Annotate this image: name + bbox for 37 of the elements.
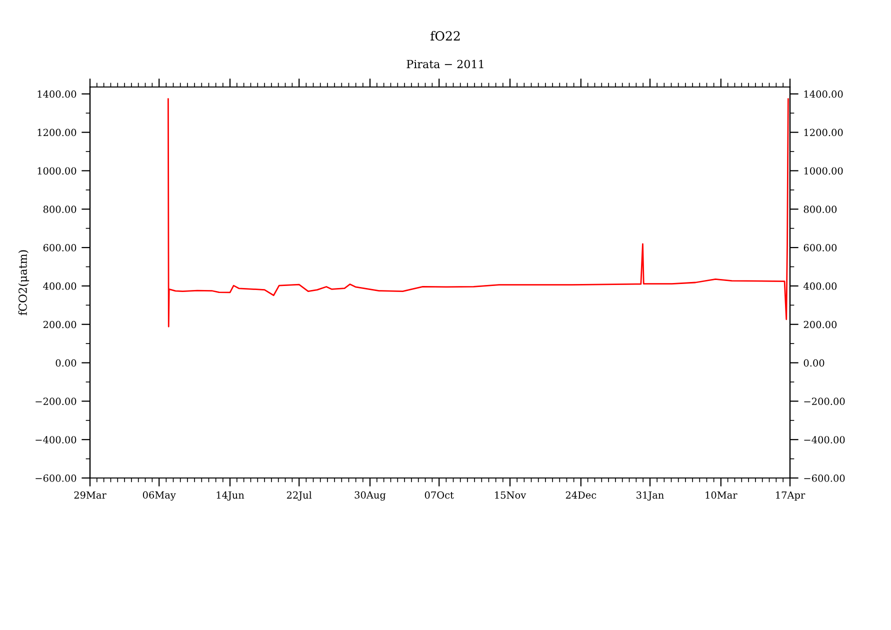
y-tick-label: 1000.00 [38,167,76,175]
y2-tick-label: 600.00 [804,244,837,252]
x-tick-label: 06May [142,491,176,501]
y-tick-label: 1400.00 [38,90,76,98]
y2-tick-label: 400.00 [803,282,837,290]
y-tick-label: 0.00 [56,359,76,367]
y2-tick-label: 1200.00 [804,128,843,136]
y-tick-label: 400.00 [43,282,76,290]
y-tick-label: 200.00 [43,320,76,328]
x-tick-label: 29Mar [74,491,106,499]
line-series [167,98,789,328]
y-tick-label: 800.00 [43,206,76,213]
y2-tick-label: −400.00 [804,436,845,444]
x-tick-label: 30Aug [354,491,386,501]
y2-tick-label: 800.00 [804,206,837,213]
y2-tick-label: 1000.00 [804,167,843,175]
y2-tick-label: −200.00 [804,398,845,406]
y-tick-label: −200.00 [36,398,76,406]
y-axis-title: fCO2(μatm) [18,250,30,316]
x-tick-label: 22Jul [286,491,312,501]
y2-tick-label: 200.00 [804,320,837,328]
y-tick-label: −400.00 [36,436,76,444]
x-tick-label: 07Oct [424,491,454,499]
y2-tick-label: −600.00 [804,474,845,482]
chart-subtitle: Pirata − 2011 [406,60,484,68]
x-tick-label: 24Dec [566,491,596,499]
x-tick-label: 31Jan [636,491,664,501]
chart-title: fO22 [430,30,460,41]
y-tick-label: −600.00 [36,474,76,482]
x-tick-label: 15Nov [495,491,526,499]
x-tick-label: 10Mar [706,491,738,499]
y2-tick-label: 1400.00 [804,90,843,98]
y2-tick-label: 0.00 [804,359,824,367]
y-tick-label: 1200.00 [38,128,76,136]
x-tick-label: 17Apr [776,491,806,501]
x-tick-label: 14Jun [216,491,244,501]
y-tick-label: 600.00 [43,244,76,252]
